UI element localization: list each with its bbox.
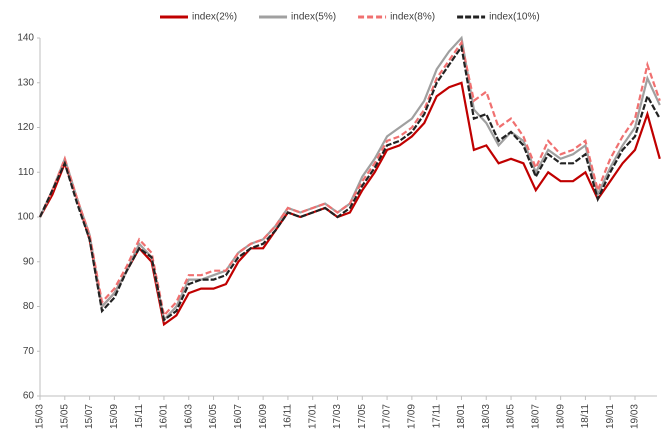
y-tick-label: 110 [18, 167, 34, 178]
x-tick-label: 17/05 [357, 404, 368, 429]
series-line [39, 44, 661, 322]
x-tick-label: 15/09 [109, 404, 120, 429]
legend-label: index(10%) [489, 12, 540, 23]
series-line [39, 39, 661, 318]
x-tick-label: 16/07 [233, 404, 244, 429]
y-tick-label: 90 [23, 256, 35, 267]
x-tick-label: 15/07 [84, 404, 95, 429]
x-tick-label: 18/07 [530, 404, 541, 429]
legend-label: index(8%) [390, 12, 435, 23]
x-tick-label: 19/03 [630, 404, 641, 429]
x-tick-label: 19/01 [605, 404, 616, 429]
x-tick-label: 18/11 [580, 404, 591, 429]
y-tick-label: 120 [17, 122, 34, 133]
x-tick-label: 16/05 [208, 404, 219, 429]
x-tick-label: 17/07 [382, 404, 393, 429]
x-tick-label: 15/03 [35, 404, 46, 429]
series-line [39, 81, 661, 327]
y-tick-label: 80 [23, 301, 35, 312]
series-line [39, 35, 661, 323]
x-tick-label: 16/09 [258, 404, 269, 429]
x-tick-label: 17/11 [431, 404, 442, 429]
y-tick-label: 140 [17, 33, 34, 44]
x-tick-label: 17/01 [307, 404, 318, 429]
x-tick-label: 18/01 [456, 404, 467, 429]
x-tick-label: 15/05 [59, 404, 70, 429]
y-tick-label: 60 [23, 391, 35, 402]
x-tick-label: 16/03 [183, 404, 194, 429]
legend-label: index(5%) [291, 12, 336, 23]
x-tick-label: 17/03 [332, 404, 343, 429]
x-tick-label: 18/05 [506, 404, 517, 429]
x-tick-label: 18/03 [481, 404, 492, 429]
x-tick-label: 18/09 [555, 404, 566, 429]
y-tick-label: 100 [17, 212, 34, 223]
x-tick-label: 15/11 [134, 404, 145, 429]
y-tick-label: 130 [17, 77, 34, 88]
x-tick-label: 16/01 [159, 404, 170, 429]
legend-label: index(2%) [192, 12, 237, 23]
x-tick-label: 17/09 [407, 404, 418, 429]
y-tick-label: 70 [23, 346, 35, 357]
x-tick-label: 16/11 [283, 404, 294, 429]
